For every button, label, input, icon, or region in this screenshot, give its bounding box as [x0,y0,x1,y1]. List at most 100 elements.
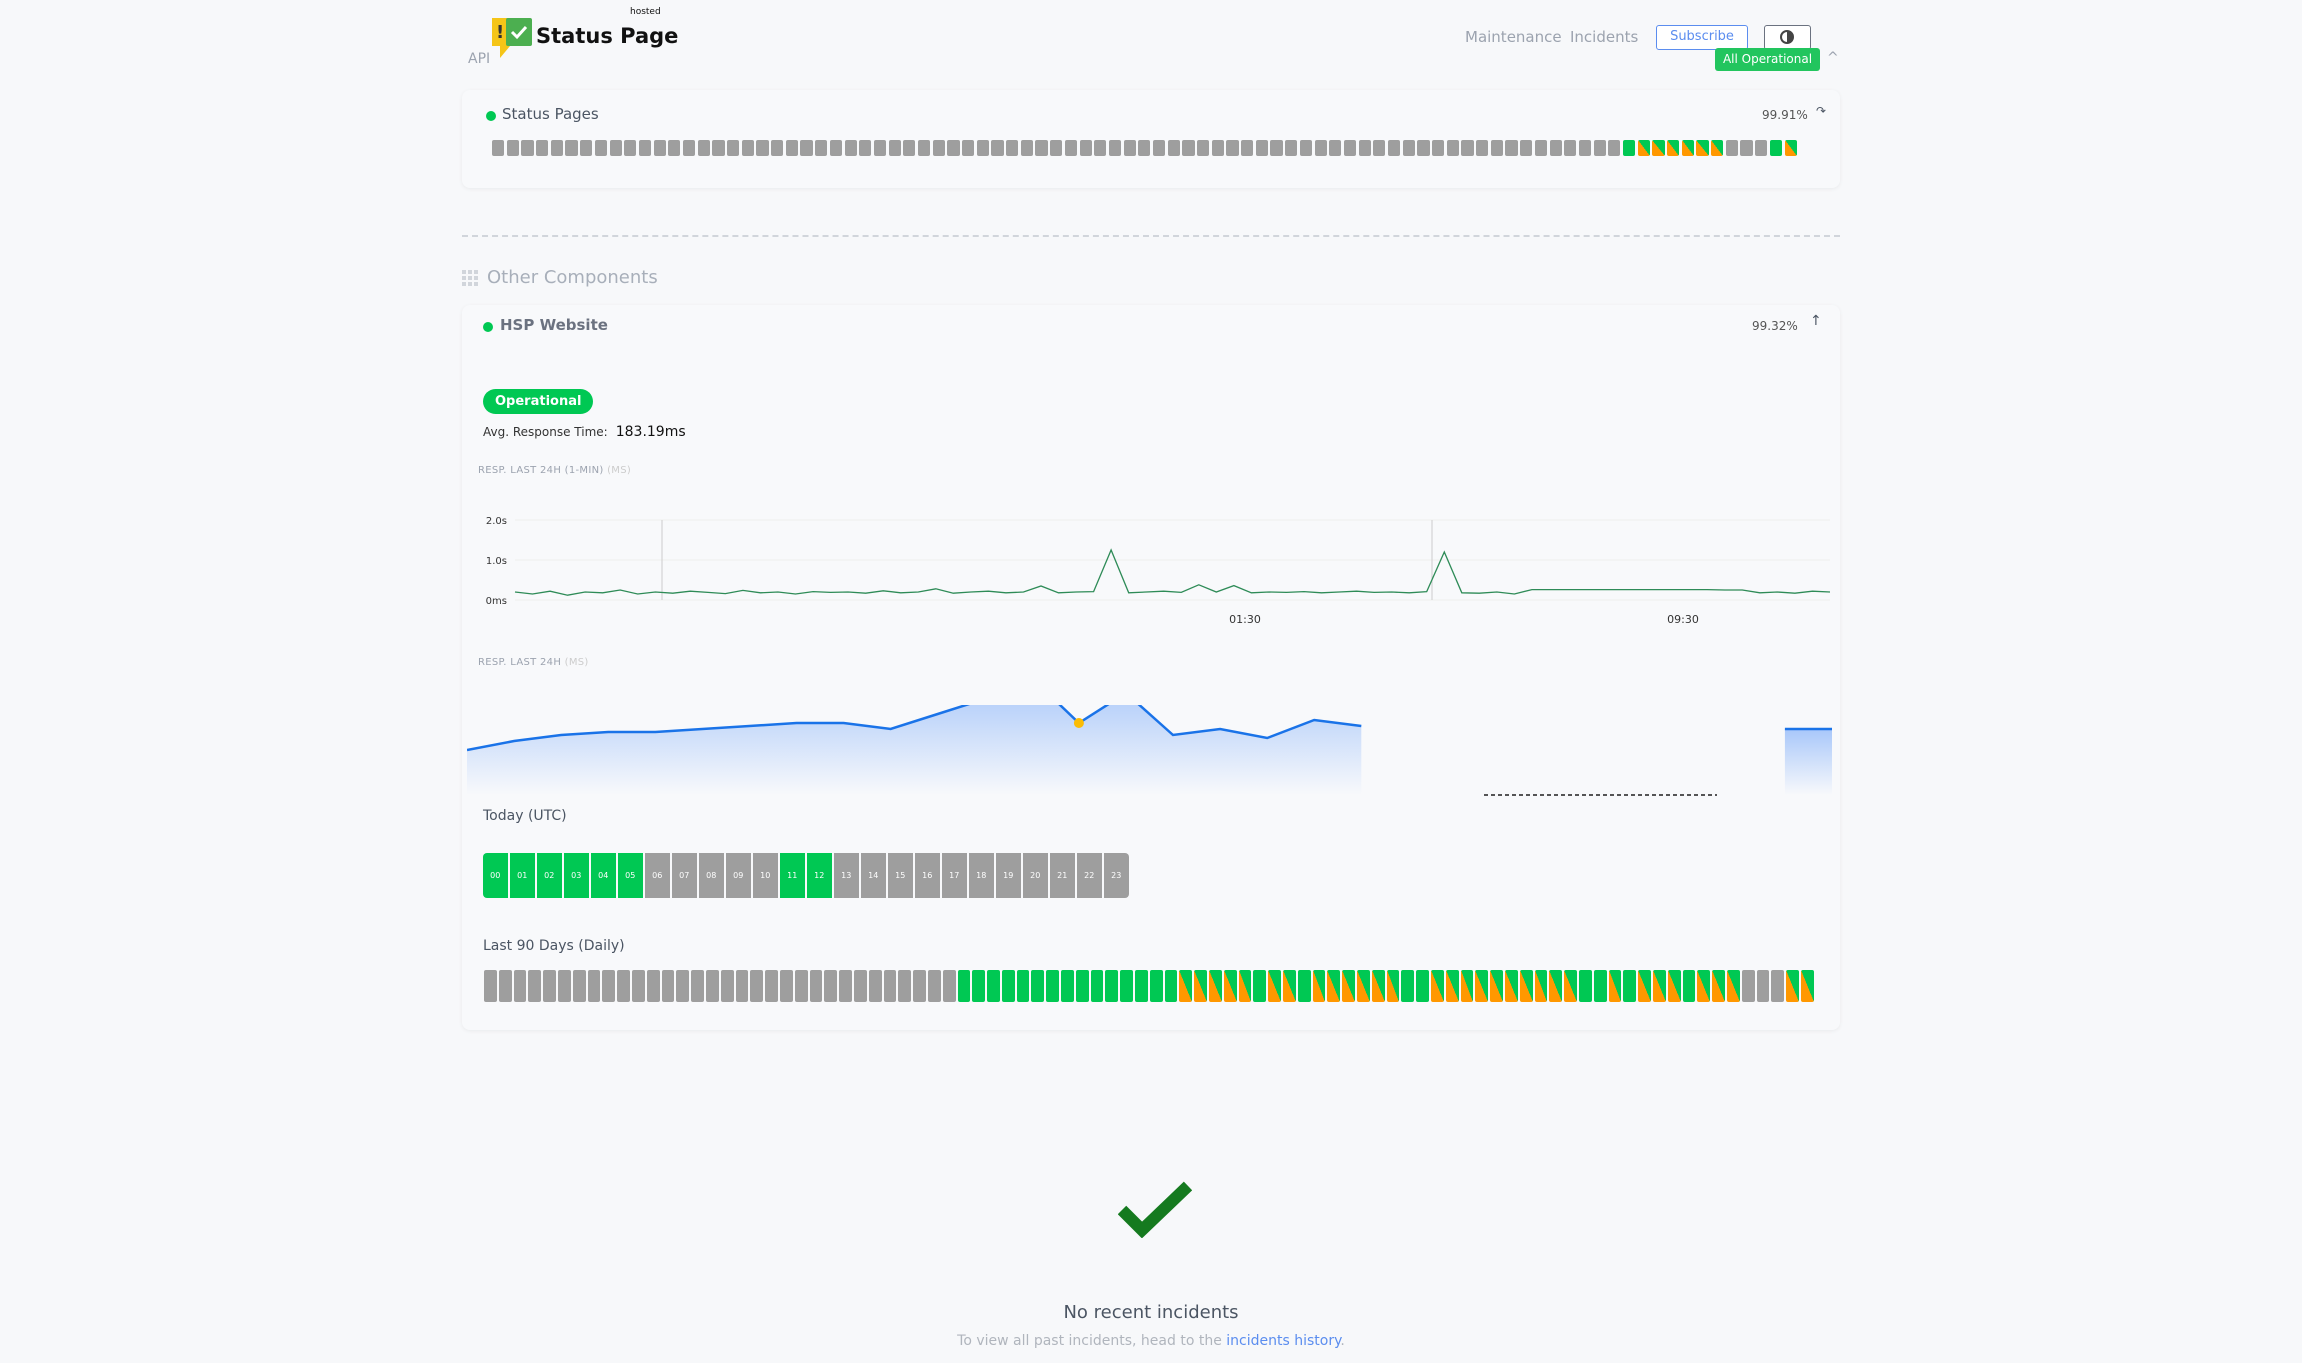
uptime-bar[interactable] [609,140,622,156]
uptime-bar[interactable] [1373,140,1386,156]
uptime-bar[interactable] [1711,140,1724,156]
uptime-bar[interactable] [617,970,630,1002]
hour-bar[interactable]: 02 [537,853,562,898]
uptime-bar[interactable] [1520,140,1533,156]
uptime-bar[interactable] [844,140,857,156]
uptime-bar[interactable] [987,970,1000,1002]
uptime-bar[interactable] [903,140,916,156]
uptime-bar[interactable] [756,140,769,156]
uptime-bar[interactable] [750,970,764,1002]
uptime-bar[interactable] [991,140,1004,156]
hour-bar[interactable]: 05 [618,853,643,898]
uptime-bar[interactable] [1416,970,1429,1002]
uptime-bar[interactable] [1020,140,1033,156]
uptime-bar[interactable] [1534,140,1547,156]
uptime-bar[interactable] [1490,970,1503,1002]
uptime-bar[interactable] [1120,970,1134,1002]
hour-bar[interactable]: 12 [807,853,832,898]
uptime-bar[interactable] [800,140,813,156]
uptime-bar[interactable] [624,140,637,156]
hour-bar[interactable]: 06 [645,853,670,898]
uptime-bar[interactable] [1046,970,1060,1002]
uptime-bar[interactable] [1312,970,1326,1002]
uptime-bar[interactable] [1270,140,1283,156]
uptime-bar[interactable] [492,140,505,156]
uptime-bar[interactable] [1135,970,1148,1002]
uptime-bar[interactable] [631,970,645,1002]
component-name[interactable]: HSP Website [500,316,608,334]
uptime-bar[interactable] [1549,140,1562,156]
uptime-bar[interactable] [1476,140,1489,156]
uptime-bar[interactable] [1149,970,1163,1002]
hour-bar[interactable]: 17 [942,853,967,898]
uptime-bar[interactable] [557,970,571,1002]
uptime-bar[interactable] [1094,140,1107,156]
uptime-bar[interactable] [1050,140,1063,156]
api-link[interactable]: API [468,51,491,67]
uptime-bar[interactable] [1504,970,1518,1002]
hour-bar[interactable]: 01 [510,853,535,898]
uptime-bar[interactable] [1637,140,1650,156]
uptime-bar[interactable] [646,970,660,1002]
uptime-bar[interactable] [543,970,556,1002]
uptime-bar[interactable] [976,140,989,156]
uptime-bar[interactable] [1578,970,1592,1002]
hour-bar[interactable]: 09 [726,853,751,898]
uptime-bar[interactable] [1490,140,1503,156]
uptime-bar[interactable] [824,970,838,1002]
uptime-bar[interactable] [1401,970,1415,1002]
uptime-bar[interactable] [1652,970,1666,1002]
uptime-bar[interactable] [1667,970,1681,1002]
uptime-bar[interactable] [947,140,960,156]
uptime-bar[interactable] [1358,140,1371,156]
group-name[interactable]: Status Pages [502,105,599,123]
uptime-bar[interactable] [580,140,593,156]
uptime-bar[interactable] [727,140,740,156]
uptime-bar[interactable] [1297,970,1311,1002]
uptime-bar[interactable] [1460,970,1474,1002]
uptime-bar[interactable] [853,970,867,1002]
theme-toggle-button[interactable] [1764,25,1811,50]
uptime-bar[interactable] [1402,140,1415,156]
uptime-bar[interactable] [1432,140,1445,156]
uptime-bar[interactable] [1314,140,1327,156]
uptime-bar[interactable] [1283,970,1296,1002]
uptime-bar[interactable] [1241,140,1254,156]
uptime-bar[interactable] [1194,970,1208,1002]
subscribe-button[interactable]: Subscribe [1656,25,1748,50]
uptime-bar[interactable] [1031,970,1045,1002]
uptime-bar[interactable] [676,970,690,1002]
uptime-bar[interactable] [1223,970,1237,1002]
uptime-bar[interactable] [913,970,926,1002]
uptime-bar[interactable] [1138,140,1151,156]
uptime-bar[interactable] [668,140,681,156]
uptime-bar[interactable] [942,970,956,1002]
uptime-bar[interactable] [859,140,872,156]
uptime-bar[interactable] [1006,140,1019,156]
uptime-bar[interactable] [839,970,852,1002]
response-chart-24h[interactable] [467,705,1837,805]
uptime-bar[interactable] [932,140,945,156]
uptime-bar[interactable] [1211,140,1224,156]
uptime-bar[interactable] [1342,970,1356,1002]
hour-bar[interactable]: 07 [672,853,697,898]
hour-bar[interactable]: 13 [834,853,859,898]
hour-bar[interactable]: 11 [780,853,805,898]
uptime-bar[interactable] [1090,970,1104,1002]
uptime-bar[interactable] [602,970,616,1002]
collapse-arrow-icon[interactable]: ↑ [1810,313,1822,329]
chevron-up-icon[interactable]: ^ [1827,50,1839,66]
hour-bar[interactable]: 16 [915,853,940,898]
uptime-bar[interactable] [498,970,512,1002]
uptime-bar[interactable] [1105,970,1119,1002]
uptime-bar[interactable] [815,140,828,156]
uptime-bar[interactable] [1726,970,1740,1002]
uptime-bar[interactable] [1756,970,1770,1002]
uptime-bar[interactable] [1182,140,1195,156]
uptime-bar[interactable] [1505,140,1518,156]
uptime-bar[interactable] [1253,970,1267,1002]
uptime-bar[interactable] [779,970,793,1002]
uptime-bar[interactable] [1786,970,1799,1002]
uptime-bar[interactable] [1593,140,1606,156]
uptime-bar[interactable] [868,970,882,1002]
